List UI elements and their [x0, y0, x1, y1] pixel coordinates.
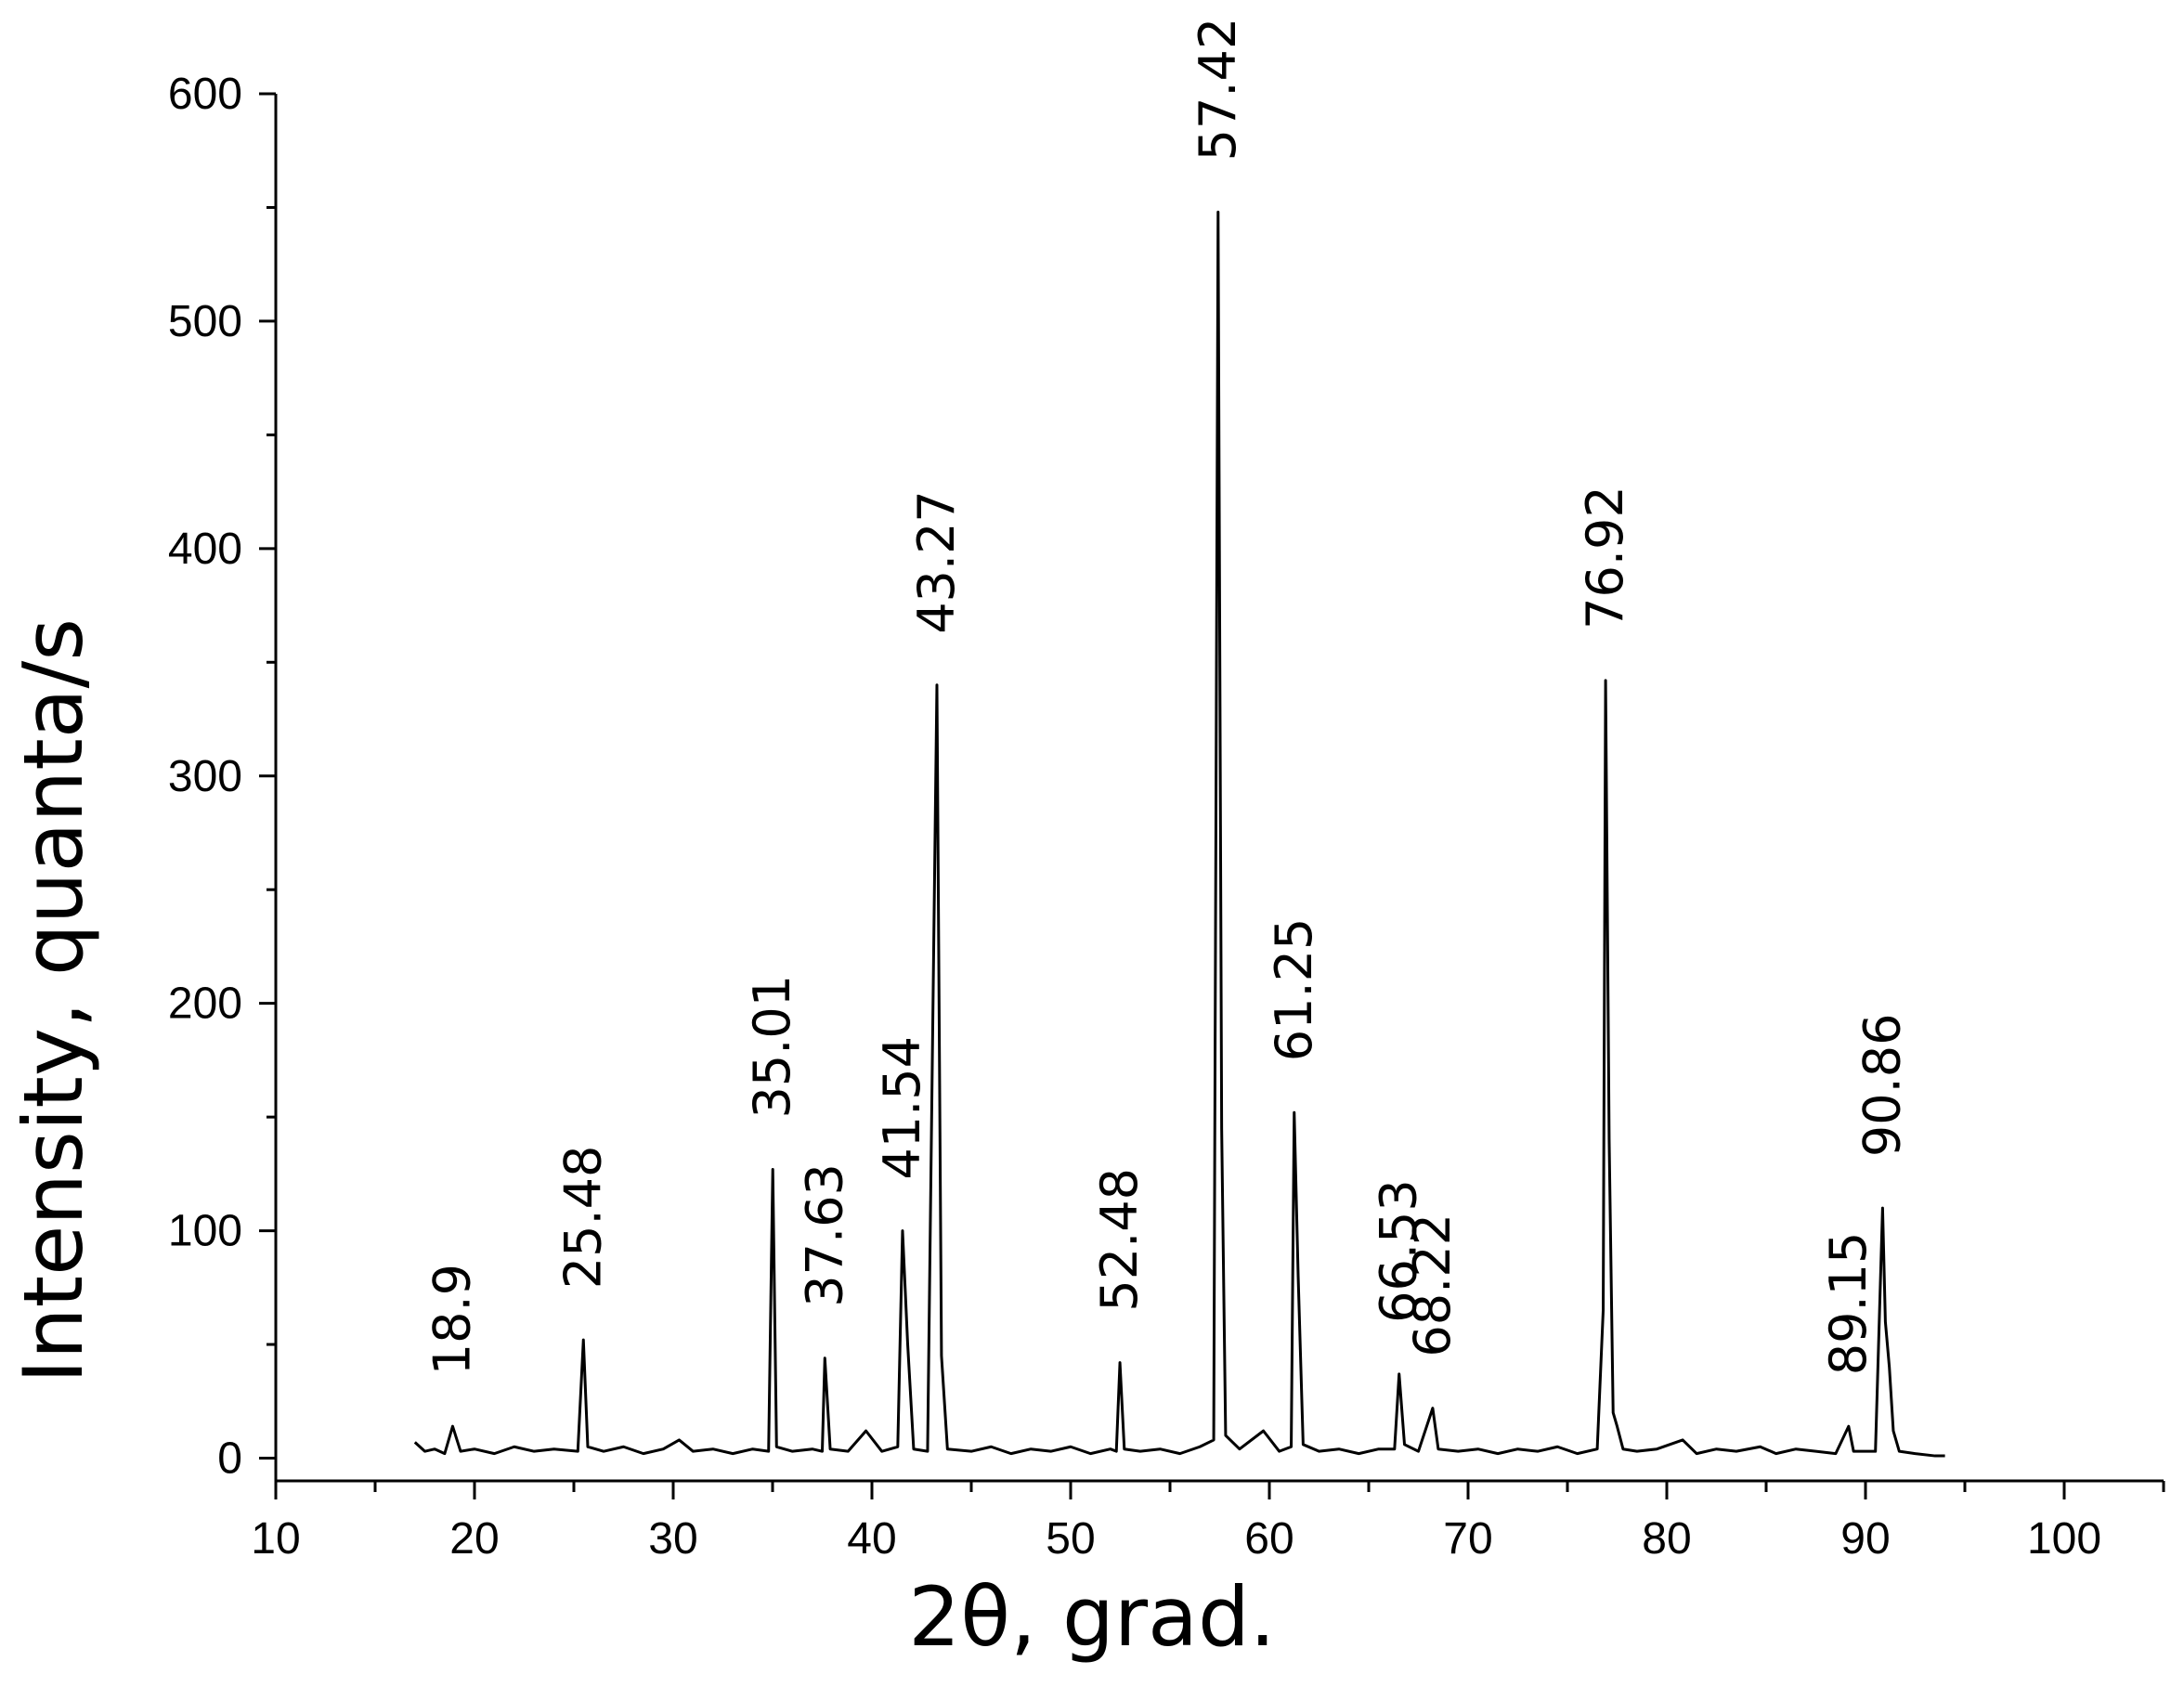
peak-label: 43.27: [907, 490, 966, 634]
x-tick-label: 40: [847, 1514, 896, 1564]
peak-label: 52.48: [1090, 1168, 1149, 1312]
x-tick-label: 70: [1443, 1514, 1492, 1564]
peak-label: 37.63: [795, 1163, 853, 1307]
y-tick-label: 100: [168, 1207, 242, 1256]
y-tick-label: 200: [168, 980, 242, 1029]
x-tick-label: 90: [1840, 1514, 1890, 1564]
y-tick-label: 600: [168, 70, 242, 119]
spectrum-line: [413, 210, 1945, 1458]
x-tick-label: 10: [251, 1514, 300, 1564]
peak-label: 66.53: [1370, 1179, 1428, 1323]
x-tick-label: 20: [449, 1514, 499, 1564]
peak-label: 89.15: [1819, 1232, 1878, 1376]
y-tick-label: 0: [217, 1434, 242, 1484]
peak-label: 90.86: [1852, 1014, 1911, 1158]
peak-label: 25.48: [553, 1146, 612, 1290]
peak-label: 68.22: [1403, 1213, 1462, 1357]
peak-label: 76.92: [1576, 486, 1634, 629]
x-tick-label: 100: [2027, 1514, 2101, 1564]
peak-label: 18.9: [423, 1264, 482, 1375]
x-tick-label: 30: [648, 1514, 697, 1564]
peak-label: 57.42: [1189, 18, 1247, 162]
peak-label: 35.01: [743, 975, 801, 1119]
y-tick-label: 500: [168, 297, 242, 346]
x-tick-label: 60: [1244, 1514, 1294, 1564]
y-axis-title: Intensity, quanta/s: [6, 618, 101, 1383]
x-axis-title: 2θ, grad.: [908, 1569, 1276, 1665]
y-tick-label: 300: [168, 752, 242, 801]
peak-label: 61.25: [1265, 918, 1323, 1062]
x-tick-label: 50: [1046, 1514, 1095, 1564]
y-tick-label: 400: [168, 525, 242, 574]
x-tick-label: 80: [1642, 1514, 1691, 1564]
peak-label: 41.54: [873, 1036, 931, 1180]
